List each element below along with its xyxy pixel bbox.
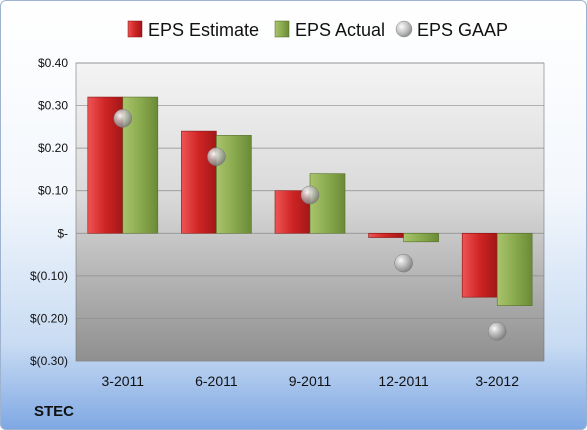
- bar-eps-actual: [496, 232, 533, 306]
- legend-swatch-estimate: [127, 20, 143, 38]
- point-eps-gaap: [113, 109, 133, 128]
- legend: EPS Estimate EPS Actual EPS GAAP: [127, 20, 508, 40]
- x-category-label: 9-2011: [289, 373, 332, 389]
- legend-marker-gaap: [395, 20, 413, 38]
- bar-eps-estimate: [181, 130, 217, 234]
- point-eps-gaap: [207, 147, 226, 166]
- gaap-points: [113, 109, 507, 341]
- point-eps-gaap: [487, 321, 507, 341]
- point-eps-gaap: [394, 253, 413, 273]
- bar-eps-actual: [403, 232, 439, 243]
- y-tick-label: $(0.10): [30, 269, 68, 283]
- legend-swatch-actual: [274, 20, 290, 38]
- legend-label-gaap: EPS GAAP: [417, 20, 508, 40]
- y-tick-label: $0.10: [38, 184, 68, 198]
- bar-eps-actual: [309, 173, 346, 234]
- y-tick-label: $0.30: [38, 99, 68, 113]
- bar-eps-estimate: [368, 232, 404, 238]
- y-tick-label: $0.40: [38, 56, 68, 70]
- x-category-label: 6-2011: [195, 373, 238, 389]
- y-tick-label: $0.20: [38, 141, 68, 155]
- bar-eps-estimate: [461, 232, 498, 298]
- bars: [87, 96, 533, 306]
- ticker-label: STEC: [34, 403, 75, 420]
- y-tick-label: $(0.20): [30, 311, 68, 325]
- y-axis-ticks: $0.40 $0.30 $0.20 $0.10 $- $(0.10) $(0.20) $(0.…: [30, 56, 68, 368]
- x-category-label: 12-2011: [378, 373, 429, 389]
- x-category-label: 3-2012: [475, 373, 519, 389]
- y-tick-label: $-: [57, 226, 68, 240]
- x-axis-categories: 3-2011 6-2011 9-2011 12-2011 3-2012: [102, 373, 520, 389]
- bar-eps-estimate: [274, 190, 311, 234]
- y-tick-label: $(0.30): [30, 354, 68, 368]
- x-category-label: 3-2011: [102, 373, 145, 389]
- legend-label-estimate: EPS Estimate: [148, 20, 259, 40]
- legend-label-actual: EPS Actual: [295, 20, 385, 40]
- point-eps-gaap: [300, 185, 320, 205]
